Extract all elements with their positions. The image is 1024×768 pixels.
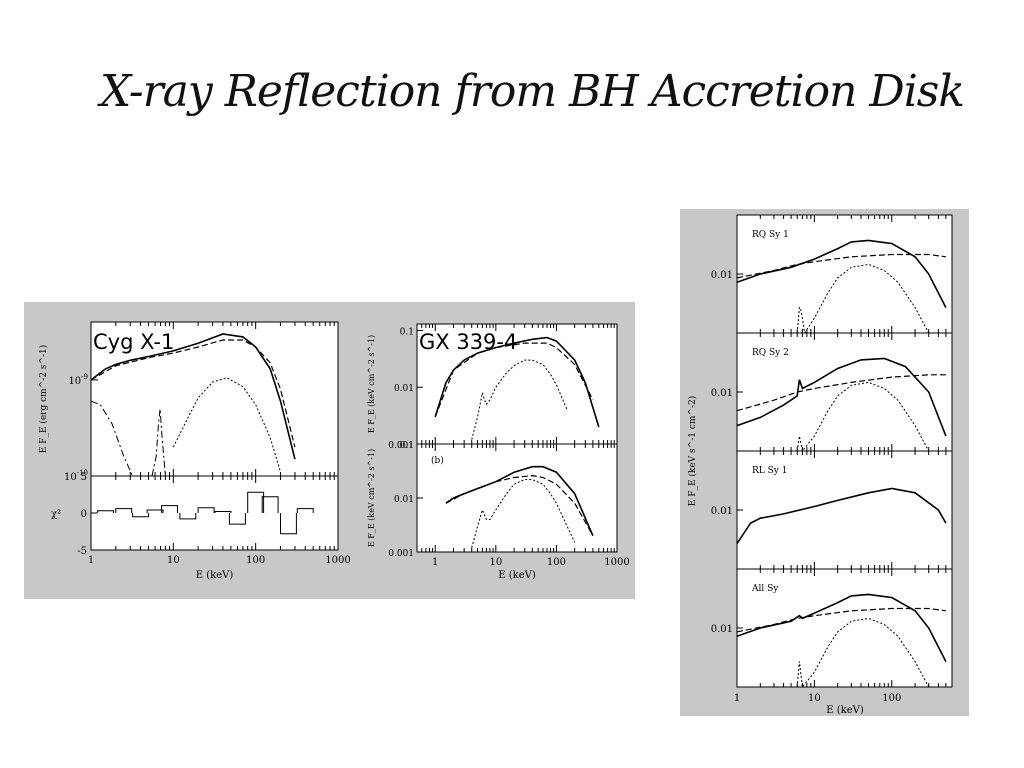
seyfert-panel-3-y-tick-label: 0.01 (711, 506, 733, 517)
seyfert-panel-2-y-tick-label: 0.01 (711, 388, 733, 399)
slide-title: X-ray Reflection from BH Accretion Disk (100, 66, 965, 117)
seyfert-panel-1-label: RQ Sy 1 (752, 230, 789, 240)
gx-339-4-x-axis-label: E (keV) (498, 570, 536, 581)
seyfert-panel-1-frame (736, 214, 953, 334)
seyfert-panel-1-y-tick-label: 0.01 (711, 270, 733, 281)
cyg-x1-series-4-line (90, 400, 134, 477)
seyfert-panel-4-series-1-line (736, 593, 947, 662)
seyfert-x-axis-label: E (keV) (826, 705, 864, 716)
cyg-x1-x-axis-label: E (keV) (196, 570, 234, 581)
cyg-x1-residual-y-tick-label: 5 (81, 472, 87, 483)
right-figure-svg: 0.01 RQ Sy 1 0.01 RQ Sy 2 0.01 RL Sy 1 1 10 100 0… (687, 214, 953, 716)
seyfert-panel-1-series-2-line (736, 253, 946, 279)
seyfert-panel-4-x-tick-label: 10 (808, 693, 821, 704)
gx-339-4-panel-2-y-axis-label: E F_E (keV cm^-2 s^-1) (367, 449, 376, 547)
seyfert-panel-1-series-3-line (796, 263, 930, 335)
seyfert-panel-2-series-1-line (736, 357, 947, 437)
seyfert-panel-2-series-2-line (736, 374, 946, 412)
cyg-x1-residual-x-tick-label: 1 (88, 555, 94, 566)
gx-339-4-panel-2-x-tick-label: 10 (489, 557, 502, 568)
cyg-x1-panel-label: Cyg X-1 (93, 330, 174, 354)
cyg-x1-series-5-line (151, 408, 166, 477)
seyfert-panel-2-series-3-line (796, 381, 930, 453)
seyfert-panel-3-label: RL Sy 1 (752, 466, 787, 476)
gx-339-4-panel-2-y-tick-label: 0.001 (388, 549, 414, 559)
seyfert-panel-3-frame (736, 450, 953, 570)
cyg-x1-residual-x-tick-label: 1000 (325, 555, 350, 566)
cyg-x1-residual-x-tick-label: 100 (246, 555, 265, 566)
gx-339-4-panel-1-series-3-line (471, 359, 568, 440)
seyfert-panel-4-y-tick-label: 0.01 (711, 624, 733, 635)
gx-339-4-panel-2-y-tick-label: 0.01 (394, 495, 414, 505)
seyfert-panel-1-series-1-line (736, 239, 947, 308)
cyg-x1-residual-y-tick-label: 0 (81, 509, 87, 520)
cyg-x1-plot-frame (90, 321, 339, 477)
gx-339-4-panel-1-series-2-line (434, 342, 594, 418)
seyfert-panel-4-series-3-line (796, 617, 930, 689)
right-figure-scan: 0.01 RQ Sy 1 0.01 RQ Sy 2 0.01 RL Sy 1 1 10 100 0… (680, 209, 969, 716)
seyfert-chart: 0.01 RQ Sy 1 0.01 RQ Sy 2 0.01 RL Sy 1 1 10 100 0… (687, 214, 953, 716)
cyg-x1-residual-x-tick-label: 10 (167, 555, 180, 566)
gx-339-4-panel-1-y-axis-label: E F_E (keV cm^-2 s^-1) (367, 335, 376, 433)
gx-339-4-panel-1-y-tick-label: 0.001 (388, 441, 414, 451)
cyg-x1-y-tick-label: 10-10 (64, 469, 88, 483)
gx-339-4-panel-2-series-2-line (445, 474, 594, 536)
gx-339-4-panel-2-series-1-line (445, 465, 594, 537)
cyg-x1-chart: 10-9 10-10 Cyg X-1 E F_E (erg cm^-2 s^-1) 1 1… (38, 321, 351, 581)
gx-339-4-panel-2-x-tick-label: 1000 (604, 557, 629, 568)
gx-339-4-panel-2-tag: (b) (431, 455, 444, 466)
left-figure-svg: 10-9 10-10 Cyg X-1 E F_E (erg cm^-2 s^-1) 1 1… (38, 321, 630, 581)
seyfert-panel-4-label: All Sy (751, 584, 779, 594)
seyfert-panel-2-label: RQ Sy 2 (752, 348, 789, 358)
gx-339-4-panel-1-y-tick-label: 0.1 (400, 327, 414, 337)
seyfert-panel-4-series-2-line (736, 607, 946, 633)
cyg-x1-y-axis-label: E F_E (erg cm^-2 s^-1) (38, 345, 49, 454)
seyfert-panel-2-frame (736, 332, 953, 452)
seyfert-y-axis-label: E F_E (keV s^-1 cm^-2) (687, 396, 698, 506)
cyg-x1-series-1-line (90, 333, 296, 460)
cyg-x1-residual-y-tick-label: -5 (77, 546, 87, 557)
gx-339-4-panel-2-x-tick-label: 1 (432, 557, 438, 568)
seyfert-panel-4-x-tick-label: 100 (882, 693, 901, 704)
seyfert-panel-3-series-1-line (736, 487, 947, 545)
left-figure-scan: 10-9 10-10 Cyg X-1 E F_E (erg cm^-2 s^-1) 1 1… (24, 302, 635, 599)
gx-339-4-panel-label: GX 339-4 (419, 330, 517, 354)
gx-339-4-panel-2-x-tick-label: 100 (547, 557, 566, 568)
gx-339-4-panel-2-y-tick-label: 0.1 (400, 441, 414, 451)
seyfert-panel-4-x-tick-label: 1 (734, 693, 740, 704)
gx-339-4-panel-2-frame (416, 443, 618, 553)
cyg-x1-residual-y-label: χ² (51, 509, 61, 520)
cyg-x1-y-tick-label: 10-9 (68, 373, 88, 387)
gx-339-4-chart: 0.1 0.01 0.001 E F_E (keV cm^-2 s^-1) 1 10 100… (367, 323, 630, 581)
gx-339-4-panel-1-y-tick-label: 0.01 (394, 384, 414, 394)
cyg-x1-series-2-line (90, 339, 296, 448)
cyg-x1-residual-steps (97, 491, 314, 535)
seyfert-panel-4-frame (736, 568, 953, 688)
